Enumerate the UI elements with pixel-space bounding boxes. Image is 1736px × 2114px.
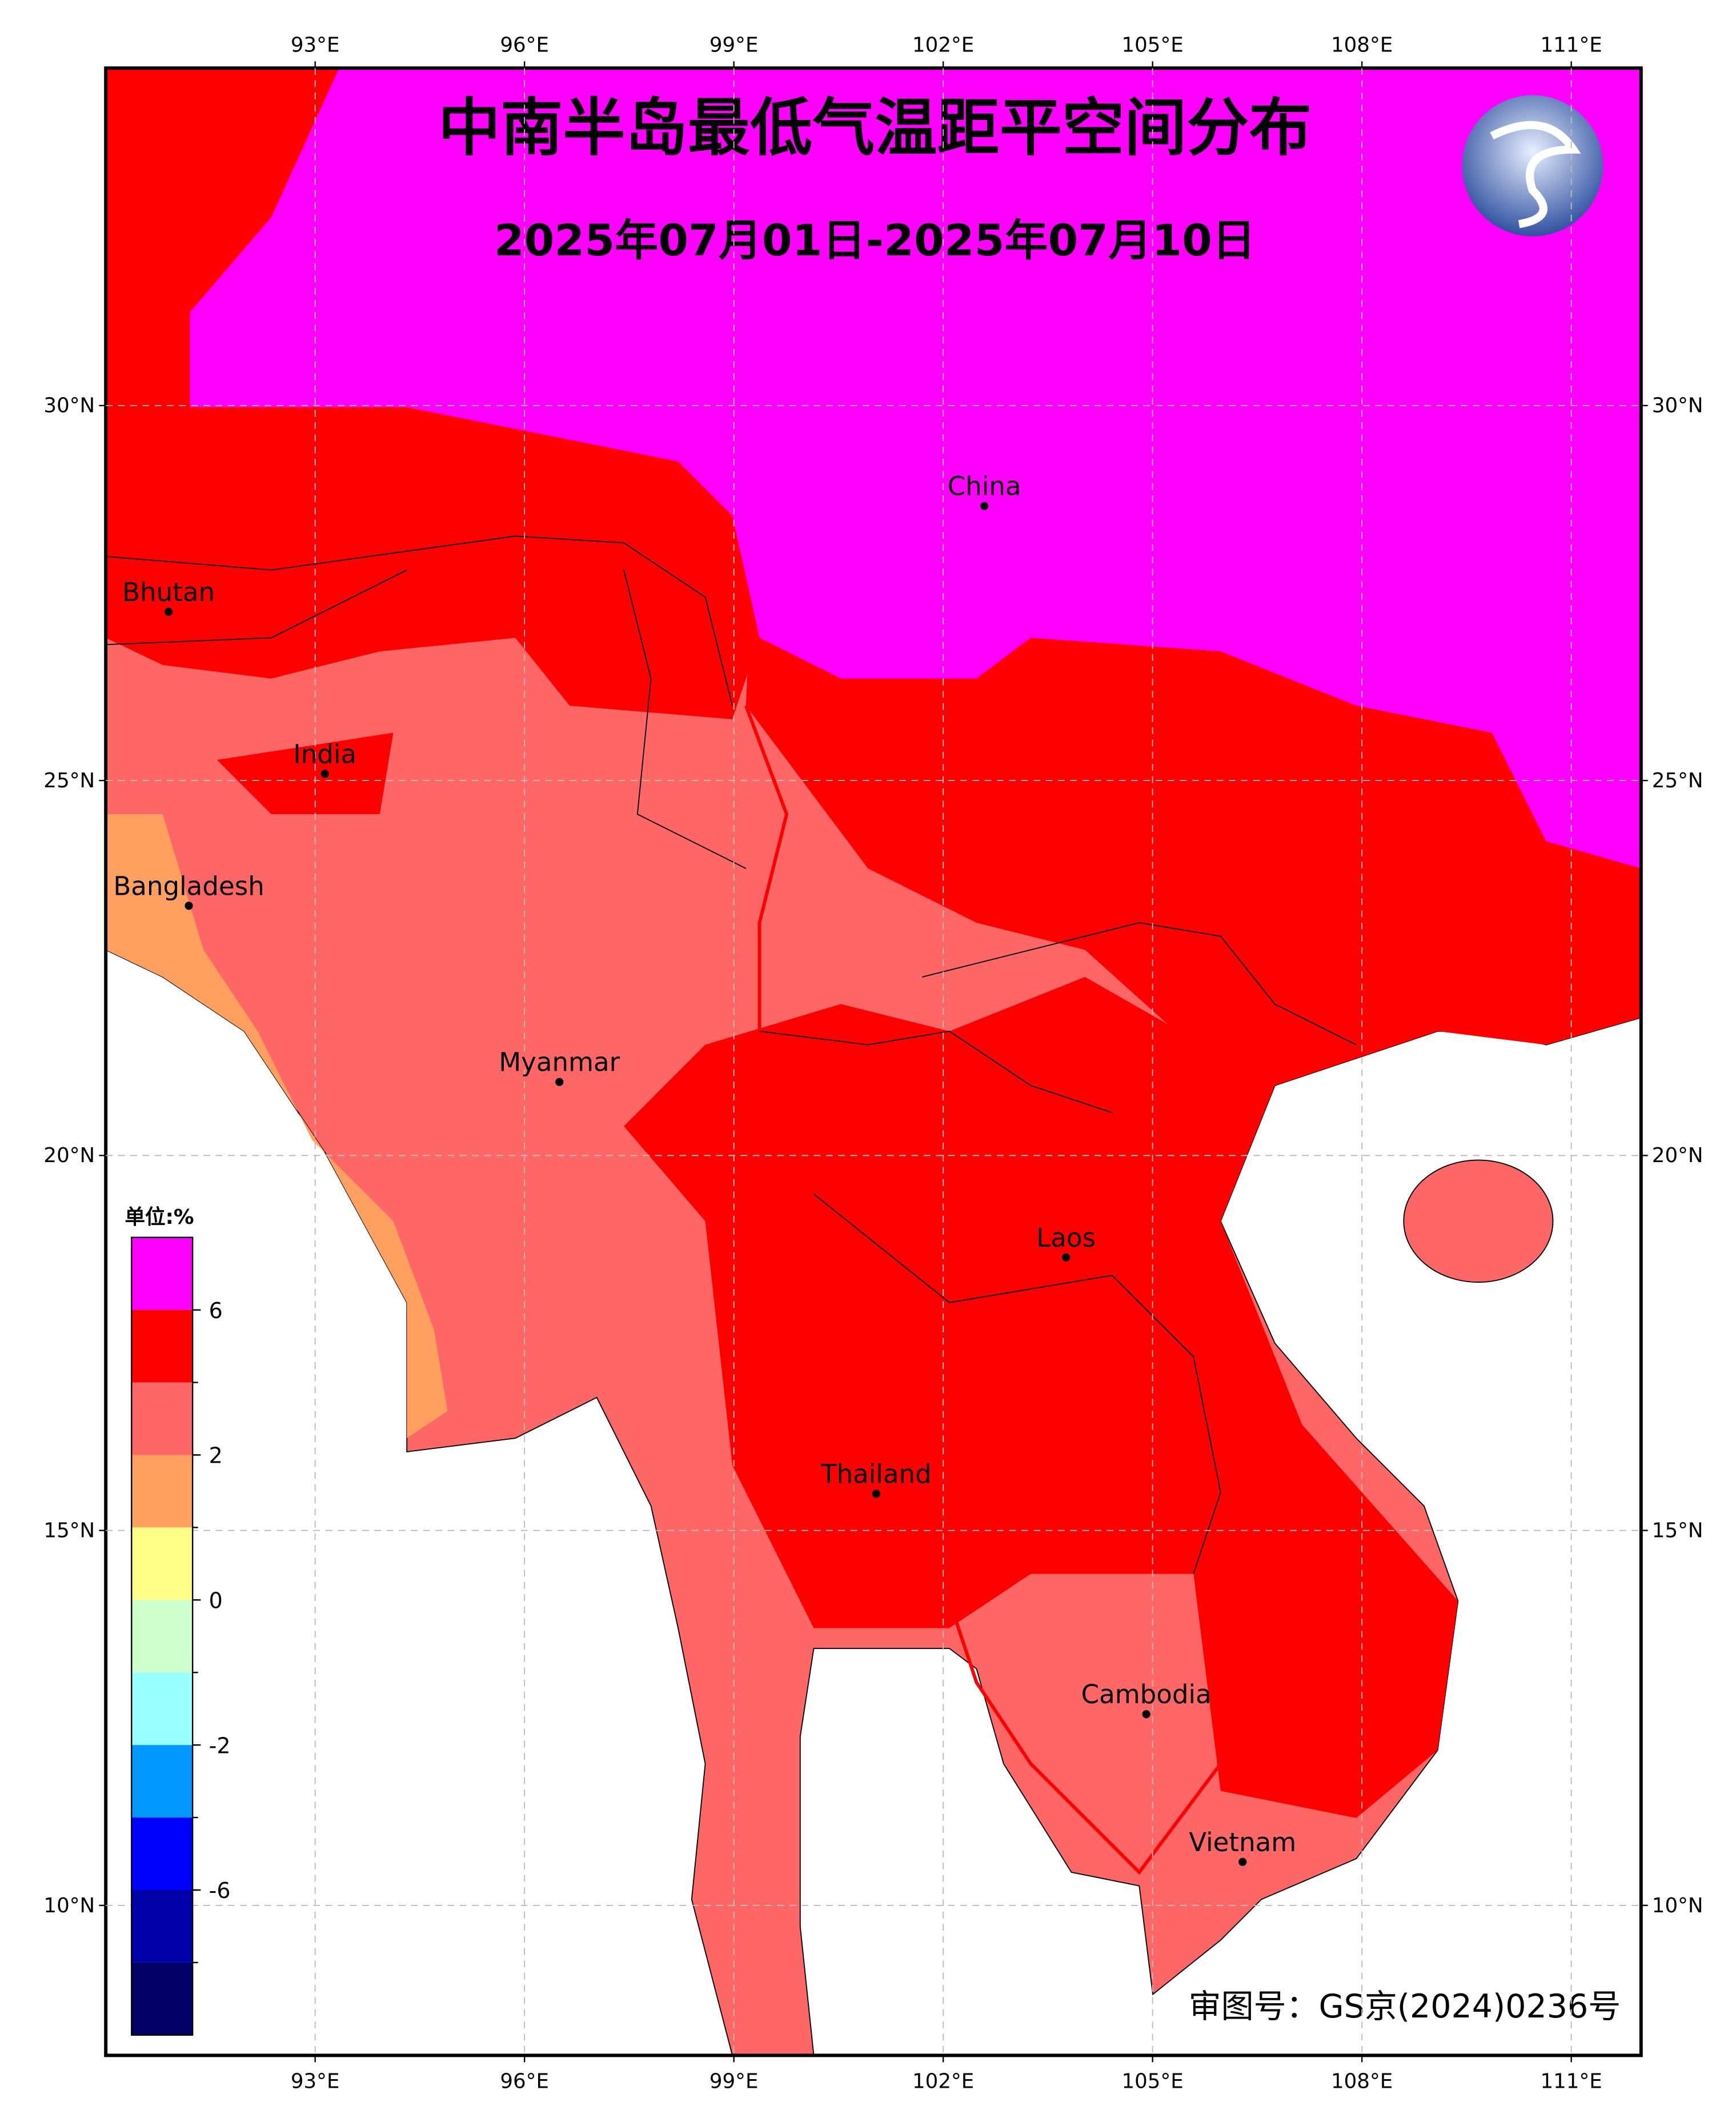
review-number: 审图号：GS京(2024)0236号: [1189, 1988, 1621, 2025]
place-dot: [1062, 1253, 1071, 1262]
colorbar-swatch: [131, 1817, 193, 1890]
y-tick-label: 10°N: [1652, 1894, 1703, 1917]
map-frame: [104, 66, 1643, 2057]
y-tick-label: 25°N: [43, 769, 95, 792]
y-tick-label: 15°N: [1652, 1519, 1703, 1543]
place-label: India: [293, 739, 356, 769]
place-label: Bhutan: [122, 577, 215, 607]
place-label: China: [948, 471, 1021, 502]
place-dot: [320, 770, 329, 778]
x-tick-label: 96°E: [500, 34, 549, 57]
y-tick-label: 10°N: [43, 1894, 95, 1917]
x-tick-label: 108°E: [1331, 34, 1393, 57]
map-area: [106, 68, 1641, 2056]
x-tick-label: 102°E: [912, 34, 974, 57]
y-tick-label: 20°N: [1652, 1144, 1703, 1167]
x-tick-label: 105°E: [1122, 2069, 1184, 2093]
colorbar-swatch: [131, 1962, 193, 2035]
colorbar-swatch: [131, 1672, 193, 1745]
map-title: 中南半岛最低气温距平空间分布: [438, 92, 1312, 165]
y-tick-label: 30°N: [43, 394, 95, 418]
place-dot: [555, 1078, 564, 1086]
colorbar-swatch: [131, 1745, 193, 1818]
colorbar-label: -2: [209, 1733, 231, 1758]
colorbar-swatch: [131, 1455, 193, 1528]
map-subtitle: 2025年07月01日-2025年07月10日: [494, 215, 1256, 266]
x-tick-label: 105°E: [1122, 34, 1184, 57]
place-label: Bangladesh: [113, 871, 264, 901]
y-tick-label: 25°N: [1652, 769, 1703, 792]
hainan: [1403, 1159, 1554, 1283]
place-label: Myanmar: [499, 1047, 620, 1078]
colorbar-label: 0: [209, 1588, 223, 1613]
colorbar-unit: 单位:%: [125, 1206, 194, 1229]
place-dot: [872, 1490, 881, 1498]
place-dot: [165, 607, 173, 616]
colorbar-label: 6: [209, 1298, 223, 1323]
border: [106, 535, 1357, 1574]
x-tick-label: 96°E: [500, 2069, 549, 2093]
colorbar-swatch: [131, 1527, 193, 1600]
x-tick-label: 108°E: [1331, 2069, 1393, 2093]
y-tick-label: 15°N: [43, 1519, 95, 1543]
colorbar-swatch: [131, 1889, 193, 1963]
place-dot: [980, 502, 989, 510]
x-tick-label: 99°E: [709, 34, 759, 57]
y-tick-label: 30°N: [1652, 394, 1703, 418]
x-tick-label: 93°E: [291, 34, 340, 57]
place-label: Vietnam: [1189, 1827, 1296, 1857]
x-tick-label: 99°E: [709, 2069, 759, 2093]
x-tick-label: 102°E: [912, 2069, 974, 2093]
land-red-center: [624, 976, 1458, 1818]
place-dot: [185, 902, 193, 910]
colorbar-swatch: [131, 1237, 193, 1310]
colorbar-label: -6: [209, 1878, 231, 1903]
land-red-india: [217, 732, 394, 815]
x-tick-label: 111°E: [1540, 2069, 1602, 2093]
place-dot: [1142, 1710, 1150, 1719]
place-label: Thailand: [820, 1459, 932, 1489]
border: [737, 705, 1344, 1875]
x-tick-label: 93°E: [291, 2069, 340, 2093]
place-label: Laos: [1036, 1223, 1096, 1253]
colorbar-swatch: [131, 1310, 193, 1383]
colorbar-label: 2: [209, 1443, 223, 1468]
x-tick-label: 111°E: [1540, 34, 1602, 57]
colorbar-frame: [131, 1236, 194, 2036]
land-magenta: [190, 68, 1641, 868]
place-dot: [1238, 1857, 1247, 1866]
y-tick-label: 20°N: [43, 1144, 95, 1167]
place-label: Cambodia: [1081, 1679, 1212, 1709]
colorbar-swatch: [131, 1600, 193, 1673]
colorbar-swatch: [131, 1382, 193, 1455]
logo-mark: [1490, 121, 1581, 229]
land-orange: [106, 814, 448, 1439]
